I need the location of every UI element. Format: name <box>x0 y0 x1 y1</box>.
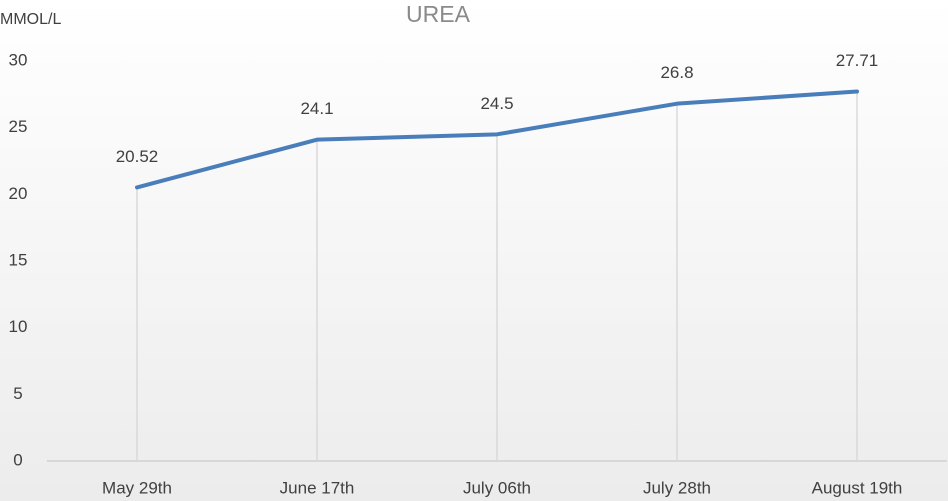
data-label: 27.71 <box>836 51 879 70</box>
data-label: 20.52 <box>116 147 159 166</box>
data-line <box>135 89 859 190</box>
y-tick-label: 15 <box>9 250 28 269</box>
data-label: 24.5 <box>480 94 513 113</box>
y-axis-label: MMOL/L <box>0 11 61 28</box>
y-tick-label: 30 <box>9 50 28 69</box>
data-label: 24.1 <box>300 99 333 118</box>
y-tick-label: 25 <box>9 117 28 136</box>
y-tick-label: 10 <box>9 317 28 336</box>
y-tick-label: 20 <box>9 184 28 203</box>
x-tick-label: August 19th <box>812 478 903 497</box>
chart-title: UREA <box>406 1 471 27</box>
x-tick-label: May 29th <box>102 478 172 497</box>
y-tick-label: 5 <box>13 384 22 403</box>
x-tick-label: July 28th <box>643 478 711 497</box>
x-tick-label: June 17th <box>280 478 355 497</box>
x-tick-label: July 06th <box>463 478 531 497</box>
data-label: 26.8 <box>660 63 693 82</box>
y-tick-label: 0 <box>13 450 22 469</box>
